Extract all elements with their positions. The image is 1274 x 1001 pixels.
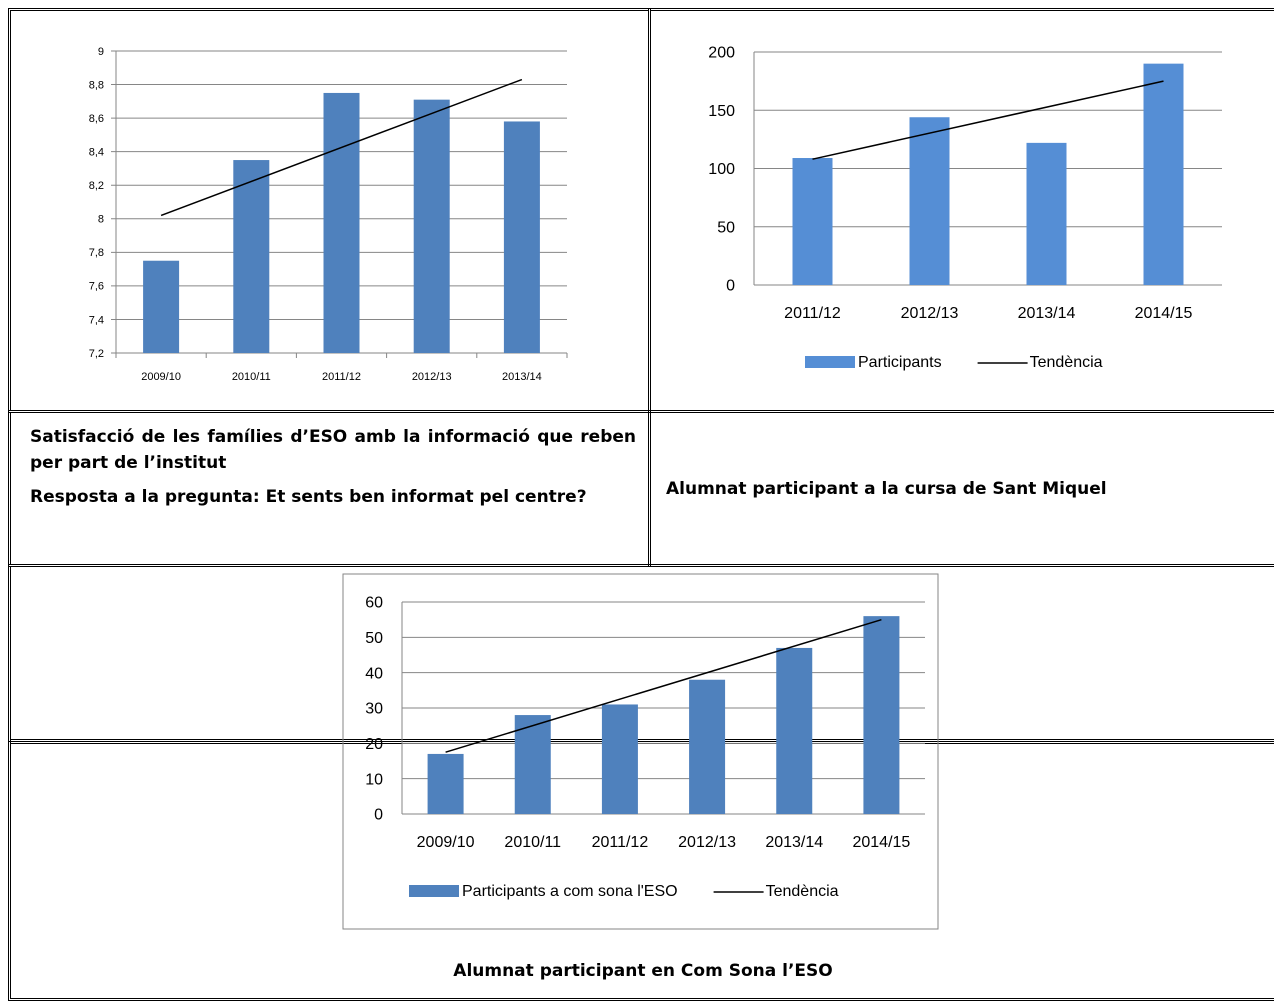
c1-x-tick-label: 2011/12 <box>322 371 361 383</box>
c3-x-tick-label: 2012/13 <box>678 834 736 851</box>
c3-x-tick-label: 2010/11 <box>504 834 561 851</box>
c3-bar <box>689 679 726 814</box>
c1-trendline <box>160 78 523 217</box>
c3-bar <box>427 753 464 814</box>
c2-x-tick-label: 2014/15 <box>1135 305 1193 322</box>
chart2-caption: Alumnat participant a la cursa de Sant M… <box>666 479 1107 499</box>
c2-x-tick-label: 2011/12 <box>784 305 841 322</box>
c1-bar <box>323 92 360 353</box>
chart3-caption: Alumnat participant en Com Sona l’ESO <box>453 961 833 981</box>
c2-x-tick-label: 2013/14 <box>1018 305 1076 322</box>
c3-bar <box>863 616 900 814</box>
c3-bar <box>514 715 551 814</box>
c1-y-tick-label: 8,6 <box>89 113 104 125</box>
c3-y-tick-label: 50 <box>365 630 383 647</box>
c1-y-tick-label: 8,4 <box>89 147 104 159</box>
c3-x-tick-label: 2013/14 <box>765 834 823 851</box>
c2-y-tick-label: 0 <box>726 278 735 295</box>
c2-trendline <box>812 80 1164 160</box>
c1-x-tick-label: 2009/10 <box>141 371 181 383</box>
c3-legend-series: Participants a com sona l'ESO <box>462 883 678 900</box>
chart1-caption-question: Resposta a la pregunta: Et sents ben inf… <box>30 487 587 507</box>
c2-legend-series: Participants <box>858 354 942 371</box>
c3-x-tick-label: 2011/12 <box>592 834 649 851</box>
c3-bar <box>776 647 813 814</box>
c2-y-tick-label: 150 <box>708 103 735 120</box>
c1-y-tick-label: 8,8 <box>89 79 104 91</box>
c2-bar <box>792 158 833 285</box>
c3-bar <box>601 704 638 814</box>
c2-legend-swatch <box>805 356 855 368</box>
c2-x-tick-label: 2012/13 <box>901 305 959 322</box>
c2-legend-trend: Tendència <box>1030 354 1103 371</box>
c1-bar <box>233 160 270 353</box>
c3-legend-trend: Tendència <box>766 883 839 900</box>
c1-y-tick-label: 7,6 <box>89 281 104 293</box>
chart1-caption: Satisfacció de les famílies d’ESO amb la… <box>30 424 636 510</box>
c2-bar <box>909 117 950 286</box>
c3-x-tick-label: 2009/10 <box>417 834 475 851</box>
c1-bar <box>503 121 540 353</box>
c3-legend-swatch <box>409 885 459 897</box>
c1-x-tick-label: 2013/14 <box>502 371 542 383</box>
c1-bar <box>143 260 180 353</box>
c3-x-tick-label: 2014/15 <box>852 834 910 851</box>
c2-bar <box>1026 142 1067 285</box>
c1-y-tick-label: 7,4 <box>89 314 104 326</box>
chart1-caption-title: Satisfacció de les famílies d’ESO amb la… <box>30 427 636 473</box>
c3-trendline <box>445 618 882 753</box>
c2-y-tick-label: 100 <box>708 161 735 178</box>
c2-y-tick-label: 200 <box>708 45 735 62</box>
c3-frame <box>342 573 939 930</box>
c1-bar <box>413 99 450 354</box>
c1-y-tick-label: 7,2 <box>89 348 104 360</box>
c1-x-tick-label: 2012/13 <box>412 371 452 383</box>
c1-y-tick-label: 7,8 <box>89 247 104 259</box>
c3-y-tick-label: 10 <box>365 771 383 788</box>
c3-y-tick-label: 0 <box>374 807 383 824</box>
c1-y-tick-label: 8,2 <box>89 180 104 192</box>
c3-y-tick-label: 40 <box>365 665 383 682</box>
chart3-cell-body <box>8 564 1274 742</box>
c3-y-tick-label: 30 <box>365 701 383 718</box>
c1-y-tick-label: 8 <box>98 214 104 226</box>
c1-x-tick-label: 2010/11 <box>232 371 271 383</box>
c3-y-tick-label: 60 <box>365 595 383 612</box>
c2-bar <box>1143 63 1184 286</box>
c1-y-tick-label: 9 <box>98 46 104 58</box>
c2-y-tick-label: 50 <box>717 219 735 236</box>
c3-y-tick-label: 20 <box>365 736 383 753</box>
